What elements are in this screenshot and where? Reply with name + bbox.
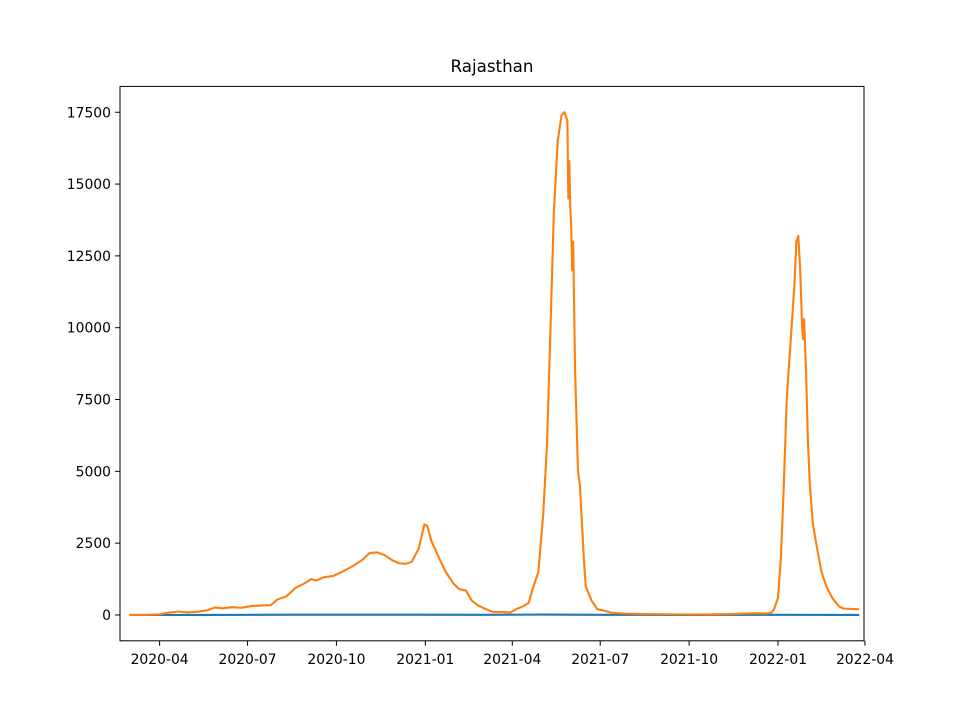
series-line-2	[129, 111, 860, 617]
series-layer	[129, 111, 860, 617]
x-tick-label: 2022-01	[749, 652, 807, 668]
x-tick-label: 2022-04	[836, 652, 894, 668]
x-tick-label: 2021-10	[660, 652, 718, 668]
chart-title: Rajasthan	[451, 56, 534, 76]
axis-layer: 0 2500 5000 7500 10000 12500 15000 17500 2020-04…	[67, 105, 894, 668]
y-tick-label: 12500	[67, 249, 111, 265]
y-tick-label: 10000	[67, 321, 111, 337]
y-tick-label: 0	[102, 608, 111, 624]
x-tick-label: 2020-10	[307, 652, 365, 668]
y-tick-label: 2500	[76, 536, 111, 552]
y-tick-label: 5000	[76, 464, 111, 480]
y-tick-label: 15000	[67, 177, 111, 193]
x-tick-label: 2021-04	[483, 652, 541, 668]
x-tick-label: 2021-07	[571, 652, 629, 668]
y-tick-label: 17500	[67, 105, 111, 121]
x-tick-label: 2020-07	[219, 652, 277, 668]
plot-frame	[119, 85, 865, 642]
x-tick-label: 2021-01	[396, 652, 454, 668]
x-tick-label: 2020-04	[131, 652, 189, 668]
y-tick-label: 7500	[76, 393, 111, 409]
